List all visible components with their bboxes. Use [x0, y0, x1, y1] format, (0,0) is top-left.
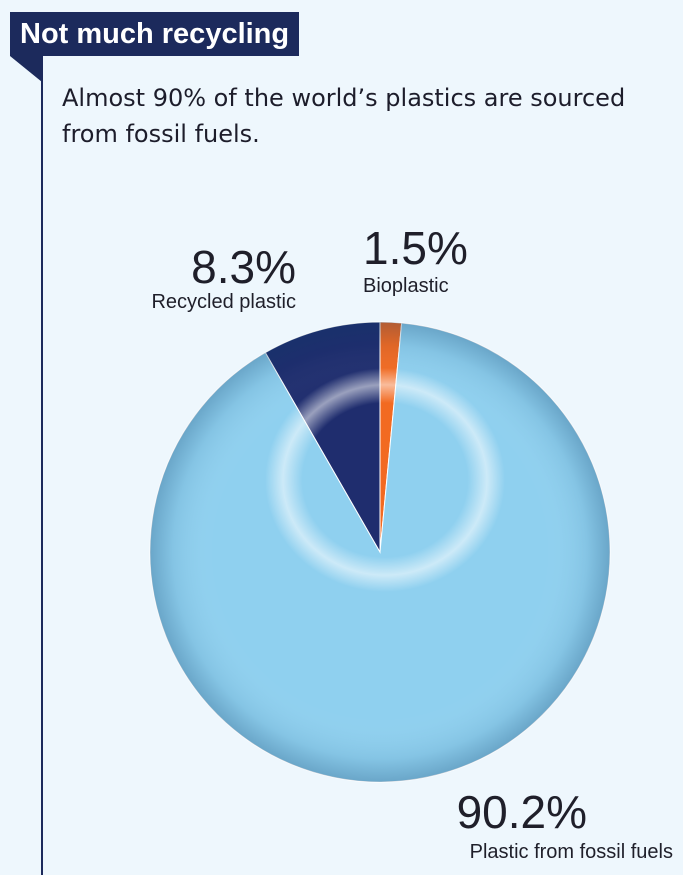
slice-label-bioplastic-name: Bioplastic	[363, 275, 449, 297]
chart-subtitle: Almost 90% of the world’s plastics are s…	[62, 84, 626, 148]
slice-label-recycled-plastic-name: Recycled plastic	[151, 291, 296, 313]
chart-title: Not much recycling	[10, 12, 300, 56]
pie-highlight	[235, 340, 535, 620]
slice-label-bioplastic-value: 1.5%	[363, 222, 468, 274]
slice-label-recycled-plastic-value: 8.3%	[191, 241, 296, 293]
slice-label-fossil-value: 90.2%	[457, 786, 587, 838]
title-fold	[10, 56, 42, 82]
slice-label-fossil-name: Plastic from fossil fuels	[470, 841, 673, 863]
frame-line	[41, 56, 43, 875]
